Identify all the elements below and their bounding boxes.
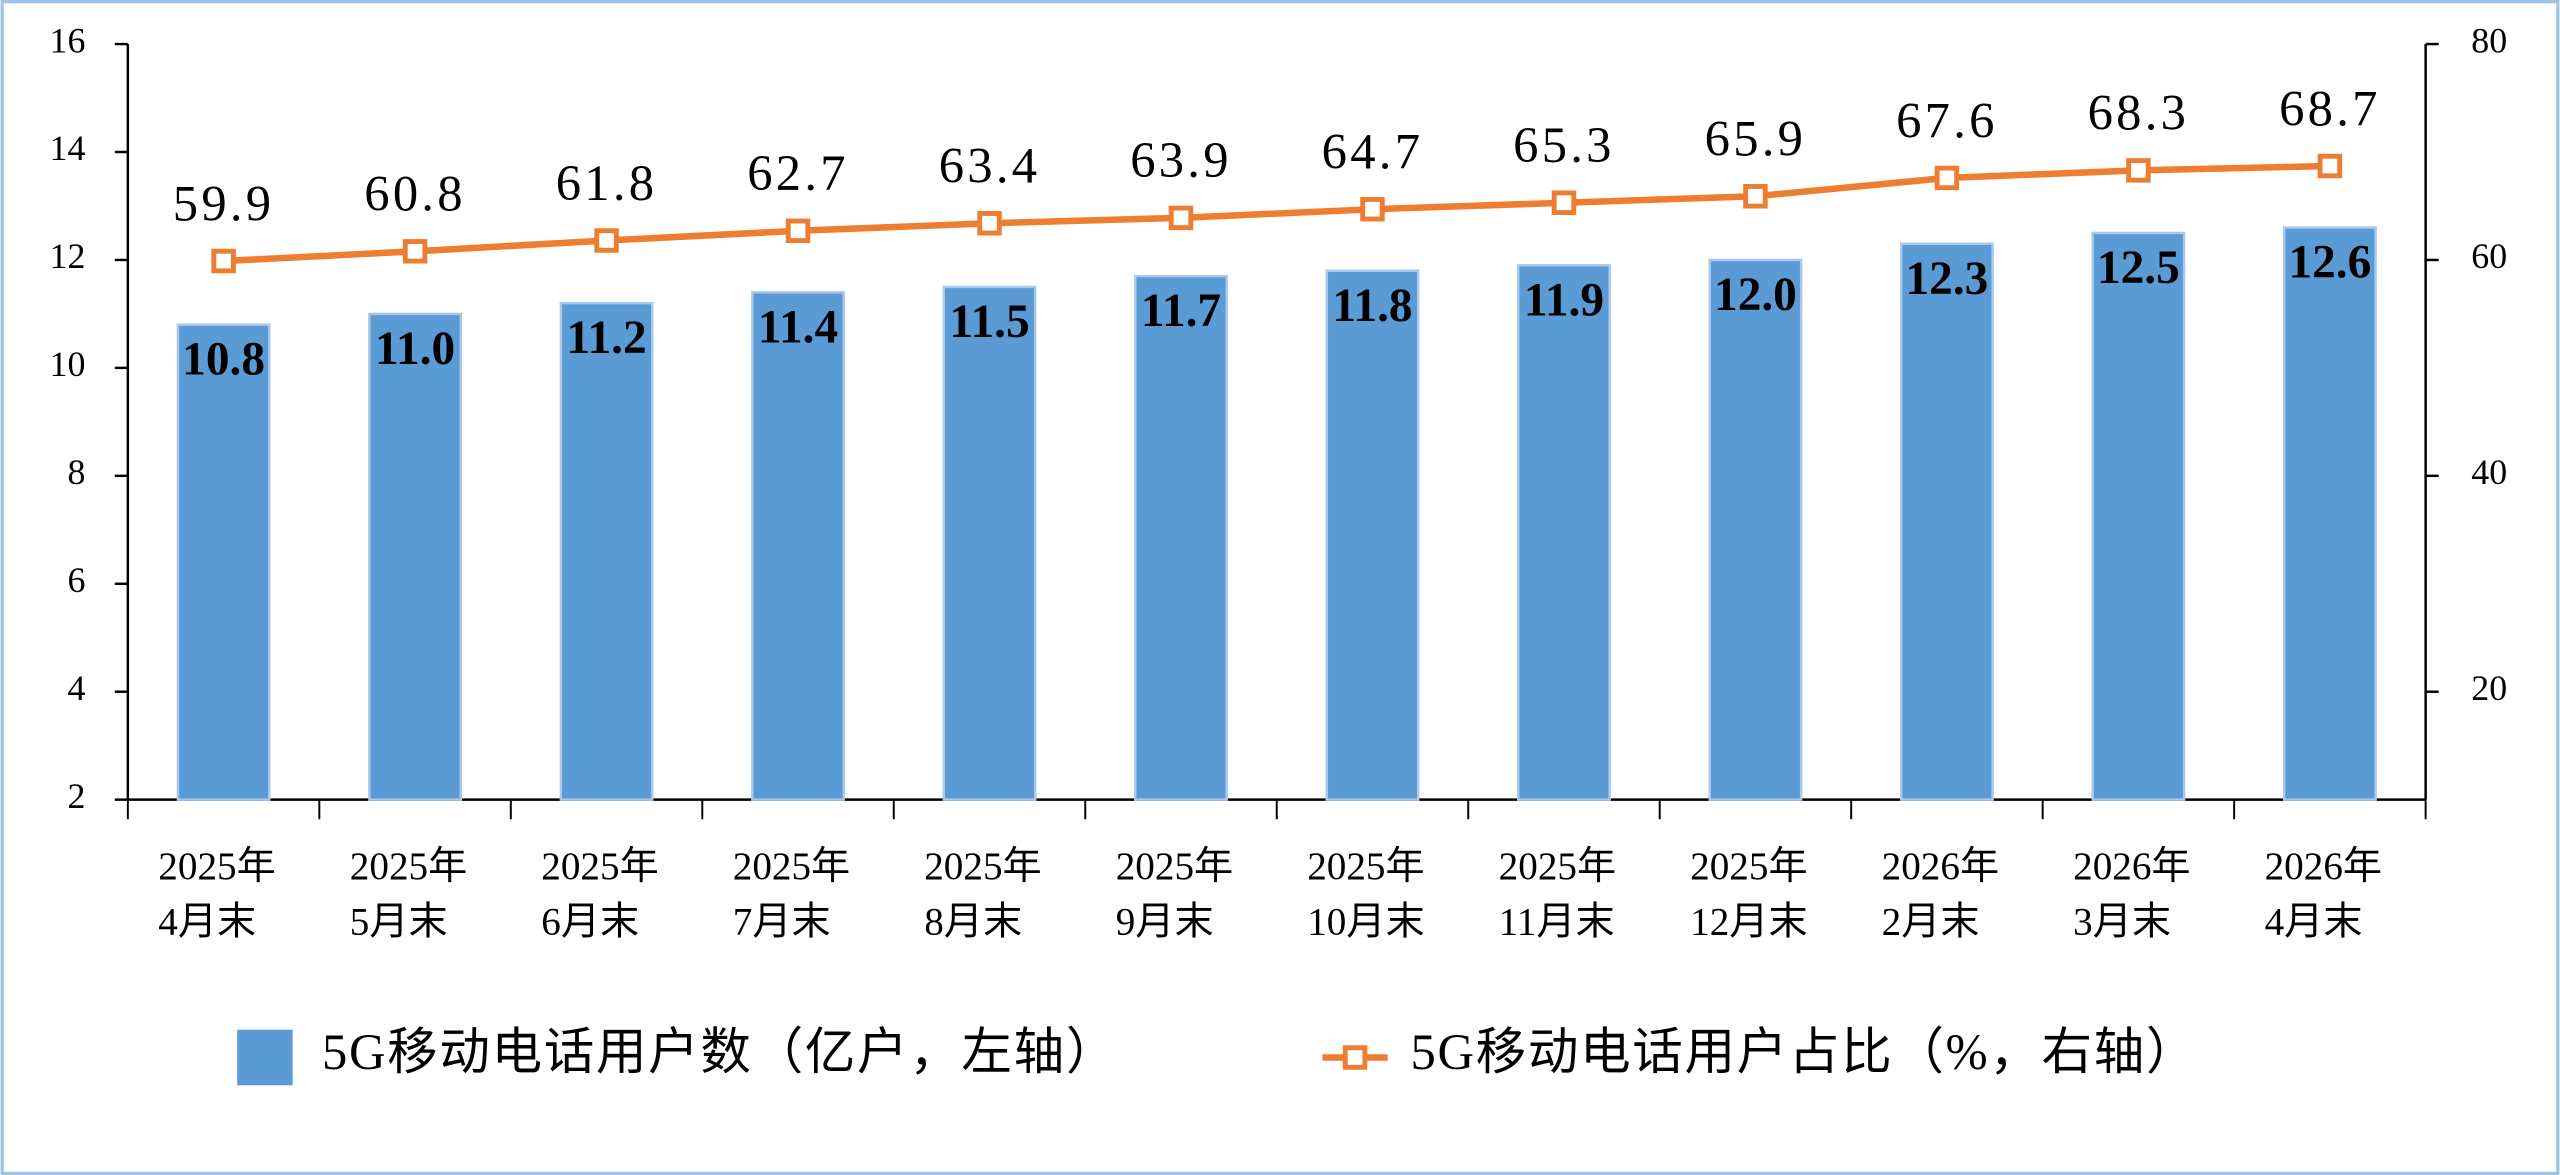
bar-value-label: 11.7 bbox=[1141, 285, 1221, 337]
x-tick-label: 7月末 bbox=[733, 900, 831, 943]
x-tick-label: 2026年 bbox=[2265, 845, 2382, 888]
x-tick-label: 12月末 bbox=[1690, 900, 1807, 943]
x-tick-label: 2025年 bbox=[733, 845, 850, 888]
bar bbox=[1708, 258, 1803, 801]
x-tick-label: 2026年 bbox=[1882, 845, 1999, 888]
bar-value-label: 11.4 bbox=[758, 301, 838, 353]
line-marker bbox=[2317, 153, 2343, 179]
y-tick-label: 6 bbox=[67, 560, 85, 600]
x-tick-label: 6月末 bbox=[541, 900, 639, 943]
y-tick-label: 8 bbox=[67, 452, 85, 492]
y-tick-label: 14 bbox=[50, 128, 86, 168]
line-value-label: 60.8 bbox=[364, 166, 466, 222]
x-tick-label: 4月末 bbox=[158, 900, 256, 943]
line-value-label: 68.7 bbox=[2279, 80, 2381, 136]
y2-tick-label: 40 bbox=[2471, 452, 2507, 492]
x-tick-label: 11月末 bbox=[1499, 900, 1615, 943]
bar bbox=[1900, 242, 1994, 801]
bar bbox=[2091, 231, 2186, 801]
line-marker bbox=[402, 239, 428, 264]
line-marker bbox=[785, 218, 811, 244]
bar-value-label: 10.8 bbox=[182, 334, 265, 386]
y-tick-label: 12 bbox=[50, 236, 86, 276]
legend-label: 5G移动电话用户占比（%，右轴） bbox=[1411, 1024, 2199, 1080]
line-value-label: 59.9 bbox=[173, 175, 275, 231]
bar-value-label: 12.5 bbox=[2097, 242, 2180, 294]
bar bbox=[368, 312, 462, 801]
x-tick-label: 2025年 bbox=[541, 845, 658, 888]
line-value-label: 61.8 bbox=[556, 155, 658, 211]
line-marker bbox=[1168, 205, 1194, 231]
x-tick-label: 2025年 bbox=[1307, 845, 1424, 888]
line-value-label: 65.9 bbox=[1705, 111, 1807, 167]
bar-value-label: 11.9 bbox=[1524, 274, 1604, 326]
bar-value-label: 11.8 bbox=[1332, 280, 1412, 332]
y2-tick-label: 80 bbox=[2471, 20, 2507, 60]
x-tick-label: 2026年 bbox=[2073, 845, 2190, 888]
legend-label: 5G移动电话用户数（亿户，左轴） bbox=[322, 1024, 1118, 1080]
line-value-label: 63.4 bbox=[939, 138, 1041, 194]
bar-value-label: 11.0 bbox=[375, 323, 455, 375]
bar bbox=[1517, 264, 1611, 801]
y2-tick-label: 20 bbox=[2471, 668, 2507, 708]
bar bbox=[2282, 226, 2377, 801]
x-tick-label: 9月末 bbox=[1116, 900, 1214, 943]
legend-swatch bbox=[1342, 1045, 1368, 1070]
bar bbox=[942, 285, 1037, 801]
bar-value-label: 12.3 bbox=[1906, 253, 1989, 305]
x-tick-label: 5月末 bbox=[350, 900, 448, 943]
x-tick-label: 10月末 bbox=[1307, 900, 1424, 943]
y-tick-label: 4 bbox=[67, 668, 85, 708]
line-value-label: 68.3 bbox=[2088, 85, 2190, 141]
line-value-label: 64.7 bbox=[1322, 124, 1424, 180]
line-marker bbox=[1934, 165, 1960, 191]
line-value-label: 63.9 bbox=[1130, 132, 1232, 188]
x-tick-label: 2025年 bbox=[350, 845, 467, 888]
x-tick-label: 2025年 bbox=[1690, 845, 1807, 888]
line-value-label: 67.6 bbox=[1896, 92, 1998, 148]
line-marker bbox=[1551, 190, 1577, 215]
y2-tick-label: 60 bbox=[2471, 236, 2507, 276]
line-marker bbox=[211, 248, 236, 274]
y-tick-label: 16 bbox=[50, 20, 86, 60]
line-marker bbox=[2126, 158, 2151, 183]
bar bbox=[1325, 269, 1420, 801]
line-marker bbox=[594, 228, 619, 253]
bar-value-label: 11.5 bbox=[949, 296, 1029, 348]
x-tick-label: 3月末 bbox=[2073, 900, 2171, 943]
x-tick-label: 2025年 bbox=[924, 845, 1041, 888]
line bbox=[223, 162, 2330, 265]
y-tick-label: 2 bbox=[67, 776, 85, 816]
y-tick-label: 10 bbox=[50, 344, 86, 384]
bar bbox=[176, 323, 271, 801]
x-tick-label: 8月末 bbox=[924, 900, 1022, 943]
line-marker bbox=[1360, 196, 1385, 222]
x-tick-label: 2月末 bbox=[1882, 900, 1980, 943]
line-marker bbox=[1743, 184, 1768, 209]
x-tick-label: 4月末 bbox=[2265, 900, 2363, 943]
bar bbox=[751, 291, 845, 801]
x-tick-label: 2025年 bbox=[1499, 845, 1616, 888]
legend-swatch bbox=[237, 1029, 293, 1086]
bar-value-label: 12.0 bbox=[1714, 269, 1797, 321]
line-value-label: 65.3 bbox=[1513, 117, 1615, 173]
line-value-label: 62.7 bbox=[747, 145, 849, 201]
x-tick-label: 2025年 bbox=[158, 845, 275, 888]
x-tick-label: 2025年 bbox=[1116, 845, 1233, 888]
line-marker bbox=[977, 211, 1002, 236]
bar-value-label: 11.2 bbox=[566, 312, 646, 364]
bar bbox=[1134, 274, 1228, 801]
bar bbox=[559, 301, 654, 801]
bar-value-label: 12.6 bbox=[2288, 237, 2371, 289]
